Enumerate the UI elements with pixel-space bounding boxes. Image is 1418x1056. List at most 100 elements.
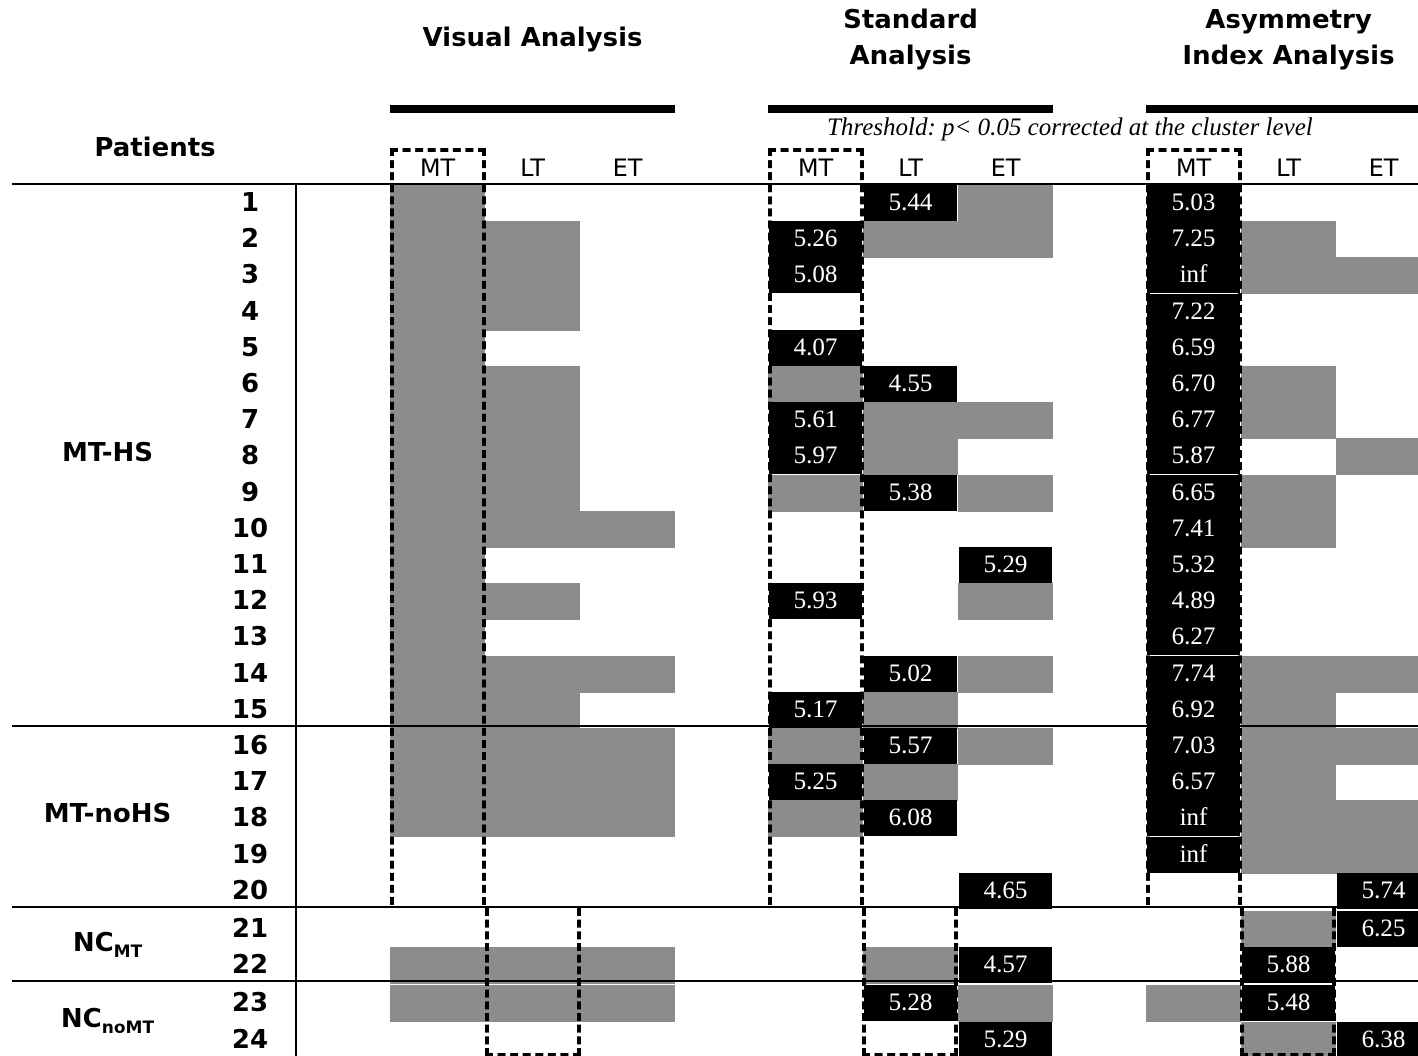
standard-et-value-cell: 4.57: [959, 947, 1052, 984]
standard-et-gray-cell: [958, 655, 1053, 693]
visual-lt-gray-cell: [485, 985, 580, 1023]
patient-number: 4: [240, 296, 260, 327]
visual-mt-gray-cell: [390, 257, 485, 295]
group-label-nc-nomt-sub: noMT: [101, 1018, 155, 1039]
standard-lt-value-cell: 4.55: [864, 366, 957, 402]
standard-mt-value-cell: 5.93: [769, 583, 862, 620]
group-label-mt-nohs-text: MT-noHS: [43, 799, 172, 829]
asym-lt-gray-cell: [1241, 691, 1336, 729]
asym-lt-control-box-right: [1332, 908, 1336, 1056]
standard-mt-gray-cell: [768, 800, 863, 838]
standard-et-value-cell: 4.65: [959, 872, 1052, 909]
standard-mt-value-cell: 5.97: [769, 438, 862, 475]
patient-number: 16: [231, 731, 269, 761]
visual-subheader-mt: MT: [419, 154, 456, 182]
standard-et-gray-cell: [958, 985, 1053, 1023]
asym-subheader-lt: LT: [1276, 154, 1301, 182]
standard-mt-box-top: [768, 148, 864, 152]
asym-lt-gray-cell: [1241, 1021, 1336, 1056]
visual-lt-control-box-right: [577, 908, 581, 1056]
asym-lt-value-cell: 5.48: [1242, 985, 1335, 1022]
visual-mt-gray-cell: [390, 329, 485, 367]
asym-mt-value-cell: 7.25: [1147, 221, 1240, 258]
standard-lt-gray-cell: [863, 691, 958, 729]
visual-et-gray-cell: [580, 800, 675, 838]
patient-number: 9: [240, 477, 260, 508]
visual-mt-gray-cell: [390, 691, 485, 729]
standard-et-value-cell: 5.29: [959, 547, 1052, 583]
asym-mt-value-cell: 7.74: [1147, 655, 1240, 692]
standard-lt-value-cell: 5.38: [864, 474, 957, 511]
visual-lt-gray-cell: [485, 947, 580, 985]
standard-mt-value-cell: 5.25: [769, 764, 862, 801]
asym-lt-value-cell: 5.88: [1242, 947, 1335, 984]
asym-lt-gray-cell: [1241, 911, 1336, 948]
visual-mt-gray-cell: [390, 510, 485, 548]
visual-mt-gray-cell: [390, 619, 485, 657]
visual-mt-gray-cell: [390, 474, 485, 512]
standard-lt-value-cell: 5.28: [864, 985, 957, 1022]
visual-lt-control-box-left: [485, 908, 489, 1056]
patient-number: 1: [240, 188, 260, 218]
standard-mt-gray-cell: [768, 474, 863, 512]
asym-mt-box-right: [1238, 148, 1242, 905]
asym-mt-value-cell: 6.27: [1147, 619, 1240, 656]
asym-lt-gray-cell: [1241, 764, 1336, 802]
patient-number: 19: [231, 839, 269, 870]
visual-subheader-lt: LT: [520, 154, 545, 182]
group-label-nc-nomt-text: NC: [60, 1004, 102, 1034]
standard-subheader-et: ET: [990, 154, 1021, 182]
group-label-nc-mt-sub: MT: [113, 942, 143, 963]
visual-mt-box-right: [482, 148, 486, 905]
standard-analysis-header-line1: Standard: [843, 5, 978, 35]
asym-lt-gray-cell: [1241, 728, 1336, 765]
visual-lt-gray-cell: [485, 800, 580, 838]
standard-analysis-header-line2: Analysis: [849, 41, 972, 71]
asym-mt-value-cell: 7.41: [1147, 510, 1240, 547]
visual-lt-gray-cell: [485, 366, 580, 403]
patient-number: 17: [231, 767, 269, 798]
visual-subheader-et: ET: [612, 154, 643, 182]
group-label-nc-nomt: NCnoMT: [20, 1004, 195, 1038]
visual-et-gray-cell: [580, 510, 675, 548]
asym-mt-value-cell: inf: [1147, 836, 1240, 873]
asym-lt-control-box-bottom: [1240, 1053, 1336, 1056]
group-label-mt-nohs: MT-noHS: [20, 799, 195, 829]
patient-number: 3: [240, 260, 260, 291]
standard-analysis-rule: [768, 105, 1053, 113]
patient-number: 14: [231, 658, 269, 689]
asym-et-gray-cell: [1336, 728, 1418, 765]
visual-lt-gray-cell: [485, 691, 580, 729]
group-label-nc-mt-text: NC: [72, 928, 114, 958]
visual-mt-gray-cell: [390, 438, 485, 476]
asym-et-gray-cell: [1336, 257, 1418, 295]
asym-lt-gray-cell: [1241, 510, 1336, 548]
visual-mt-gray-cell: [390, 547, 485, 584]
visual-mt-gray-cell: [390, 293, 485, 331]
patient-number: 20: [231, 875, 269, 906]
asym-lt-gray-cell: [1241, 366, 1336, 403]
visual-analysis-rule: [390, 105, 675, 113]
header-rule: [12, 183, 1418, 185]
visual-analysis-header: Visual Analysis: [422, 23, 643, 53]
asym-mt-value-cell: 4.89: [1147, 583, 1240, 620]
visual-mt-gray-cell: [390, 221, 485, 259]
visual-mt-gray-cell: [390, 728, 485, 765]
standard-mt-gray-cell: [768, 366, 863, 403]
asym-mt-value-cell: 7.03: [1147, 728, 1240, 764]
standard-mt-value-cell: 5.26: [769, 221, 862, 258]
standard-lt-control-box-left: [862, 908, 866, 1056]
patient-number: 7: [240, 405, 260, 436]
standard-lt-control-box-bottom: [862, 1053, 958, 1056]
visual-et-gray-cell: [580, 728, 675, 765]
standard-et-gray-cell: [958, 474, 1053, 512]
visual-et-gray-cell: [580, 764, 675, 802]
patient-number: 5: [240, 332, 260, 363]
standard-et-gray-cell: [958, 583, 1053, 621]
visual-mt-gray-cell: [390, 402, 485, 440]
visual-lt-control-box-bottom: [485, 1053, 581, 1056]
asym-lt-gray-cell: [1241, 655, 1336, 693]
patient-number: 10: [231, 513, 269, 544]
visual-lt-gray-cell: [485, 257, 580, 295]
